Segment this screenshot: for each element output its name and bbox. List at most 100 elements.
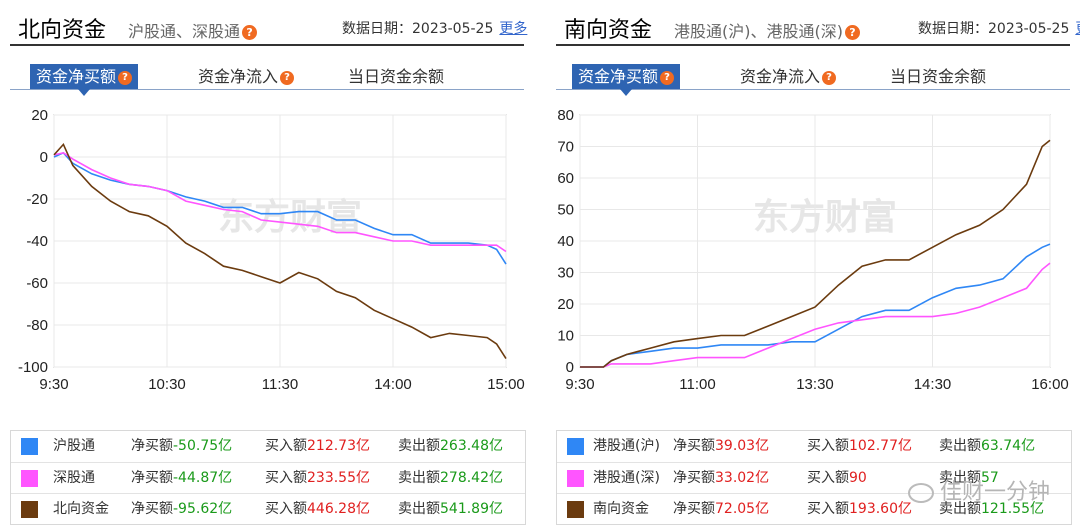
series-line-2 <box>53 151 507 253</box>
x-tick-label: 15:00 <box>487 376 525 393</box>
y-tick-label: -80 <box>26 317 48 334</box>
tab-daily-balance[interactable]: 当日资金余额 <box>890 67 987 86</box>
legend-sell: 卖出额57 <box>939 470 999 486</box>
legend-row: 深股通 净买额-44.87亿 买入额233.55亿 卖出额278.42亿 <box>11 462 525 493</box>
legend-swatch <box>21 501 38 518</box>
legend-net: 净买额39.03亿 <box>673 438 770 454</box>
y-tick-label: -60 <box>26 275 48 292</box>
legend-name: 港股通(沪) <box>593 438 660 454</box>
south-title: 南向资金 <box>564 18 653 43</box>
legend-name: 沪股通 <box>53 438 95 454</box>
legend-swatch <box>567 470 584 487</box>
y-tick-label: 20 <box>31 107 48 124</box>
tab-net-buy[interactable]: 资金净买额? <box>30 64 139 96</box>
x-tick-label: 14:00 <box>374 376 412 393</box>
legend-name: 南向资金 <box>593 501 649 517</box>
legend-buy: 买入额212.73亿 <box>265 438 370 454</box>
x-tick-label: 9:30 <box>39 376 68 393</box>
legend-sell: 卖出额541.89亿 <box>398 501 503 517</box>
y-tick-label: -40 <box>26 233 48 250</box>
legend-buy: 买入额446.28亿 <box>265 501 370 517</box>
y-tick-label: 50 <box>557 202 574 219</box>
legend-swatch <box>21 438 38 455</box>
watermark-logo: 东方财富 <box>218 196 362 238</box>
north-legend: 沪股通 净买额-50.75亿 买入额212.73亿 卖出额263.48亿 深股通 净买额-… <box>10 430 526 525</box>
y-tick-label: 60 <box>557 170 574 187</box>
legend-net: 净买额33.02亿 <box>673 470 770 486</box>
legend-row: 港股通(沪) 净买额39.03亿 买入额102.77亿 卖出额63.74亿 <box>557 431 1071 462</box>
y-tick-label: 70 <box>557 139 574 156</box>
south-chart: 东方财富 80 70 60 50 40 30 20 10 09:30 11:00 13:30 14:30… <box>557 107 1069 393</box>
legend-net: 净买额-95.62亿 <box>131 501 233 517</box>
legend-sell: 卖出额121.55亿 <box>939 501 1044 517</box>
south-subtitle: 港股通(沪)、港股通(深)? <box>674 18 860 42</box>
wechat-logo-icon <box>907 483 934 503</box>
north-subtitle: 沪股通、深股通? <box>128 18 258 42</box>
x-tick-label: 11:30 <box>262 376 298 393</box>
y-tick-label: 20 <box>557 296 574 313</box>
south-legend: 港股通(沪) 净买额39.03亿 买入额102.77亿 卖出额63.74亿 港股通(深)… <box>556 430 1072 525</box>
y-tick-label: 80 <box>557 107 574 124</box>
series-line-3 <box>53 142 507 360</box>
y-tick-label: 0 <box>566 359 574 376</box>
legend-row: 港股通(深) 净买额33.02亿 买入额90 卖出额57 <box>557 462 1071 493</box>
south-more-link[interactable]: 更多 <box>1075 21 1080 37</box>
watermark-logo: 东方财富 <box>753 196 897 238</box>
footer-watermark: 佳财一分钟 <box>907 474 1050 506</box>
legend-swatch <box>567 501 584 518</box>
x-tick-label: 16:00 <box>1031 376 1069 393</box>
north-panel: 北向资金 沪股通、深股通? 数据日期：2023-05-25 更多 资金净买额? 资… <box>0 0 534 532</box>
y-tick-label: 40 <box>557 233 574 250</box>
north-date: 数据日期：2023-05-25 更多 <box>342 21 528 37</box>
north-title: 北向资金 <box>18 18 107 43</box>
tab-daily-balance[interactable]: 当日资金余额 <box>348 67 445 86</box>
tab-net-inflow[interactable]: 资金净流入? <box>740 64 837 89</box>
y-tick-label: 30 <box>557 265 574 282</box>
north-more-link[interactable]: 更多 <box>499 21 528 37</box>
x-tick-label: 11:00 <box>679 376 715 393</box>
legend-net: 净买额-44.87亿 <box>131 470 233 486</box>
tab-net-inflow[interactable]: 资金净流入? <box>198 64 295 89</box>
help-icon: ? <box>280 70 295 85</box>
legend-sell: 卖出额63.74亿 <box>939 438 1036 454</box>
legend-name: 深股通 <box>53 470 95 486</box>
north-tabs: 资金净买额? 资金净流入? 当日资金余额 <box>10 64 524 96</box>
series-line-1 <box>53 151 507 265</box>
help-icon[interactable]: ? <box>242 25 258 40</box>
north-header: 北向资金 沪股通、深股通? 数据日期：2023-05-25 更多 <box>10 8 528 46</box>
legend-buy: 买入额233.55亿 <box>265 470 370 486</box>
y-tick-label: -20 <box>26 191 48 208</box>
legend-swatch <box>21 470 38 487</box>
legend-sell: 卖出额278.42亿 <box>398 470 503 486</box>
x-tick-label: 14:30 <box>914 376 952 393</box>
legend-name: 北向资金 <box>53 501 109 517</box>
help-icon: ? <box>660 70 675 85</box>
x-tick-label: 10:30 <box>148 376 186 393</box>
tab-net-buy[interactable]: 资金净买额? <box>572 64 681 96</box>
series-line-3 <box>580 139 1051 368</box>
legend-row: 沪股通 净买额-50.75亿 买入额212.73亿 卖出额263.48亿 <box>11 431 525 462</box>
series-line-2 <box>580 262 1051 368</box>
y-tick-label: -100 <box>18 359 48 376</box>
y-tick-label: 10 <box>557 328 574 345</box>
y-tick-label: 0 <box>40 149 48 166</box>
legend-net: 净买额72.05亿 <box>673 501 770 517</box>
help-icon: ? <box>118 70 133 85</box>
series-line-1 <box>580 243 1051 368</box>
help-icon: ? <box>822 70 837 85</box>
legend-buy: 买入额90 <box>807 470 867 486</box>
legend-row: 北向资金 净买额-95.62亿 买入额446.28亿 卖出额541.89亿 <box>11 493 525 524</box>
legend-buy: 买入额193.60亿 <box>807 501 912 517</box>
legend-net: 净买额-50.75亿 <box>131 438 233 454</box>
legend-swatch <box>567 438 584 455</box>
legend-row: 南向资金 净买额72.05亿 买入额193.60亿 卖出额121.55亿 <box>557 493 1071 524</box>
x-tick-label: 9:30 <box>565 376 594 393</box>
south-tabs: 资金净买额? 资金净流入? 当日资金余额 <box>556 64 1070 96</box>
x-tick-label: 13:30 <box>796 376 834 393</box>
help-icon[interactable]: ? <box>844 25 860 40</box>
legend-buy: 买入额102.77亿 <box>807 438 912 454</box>
